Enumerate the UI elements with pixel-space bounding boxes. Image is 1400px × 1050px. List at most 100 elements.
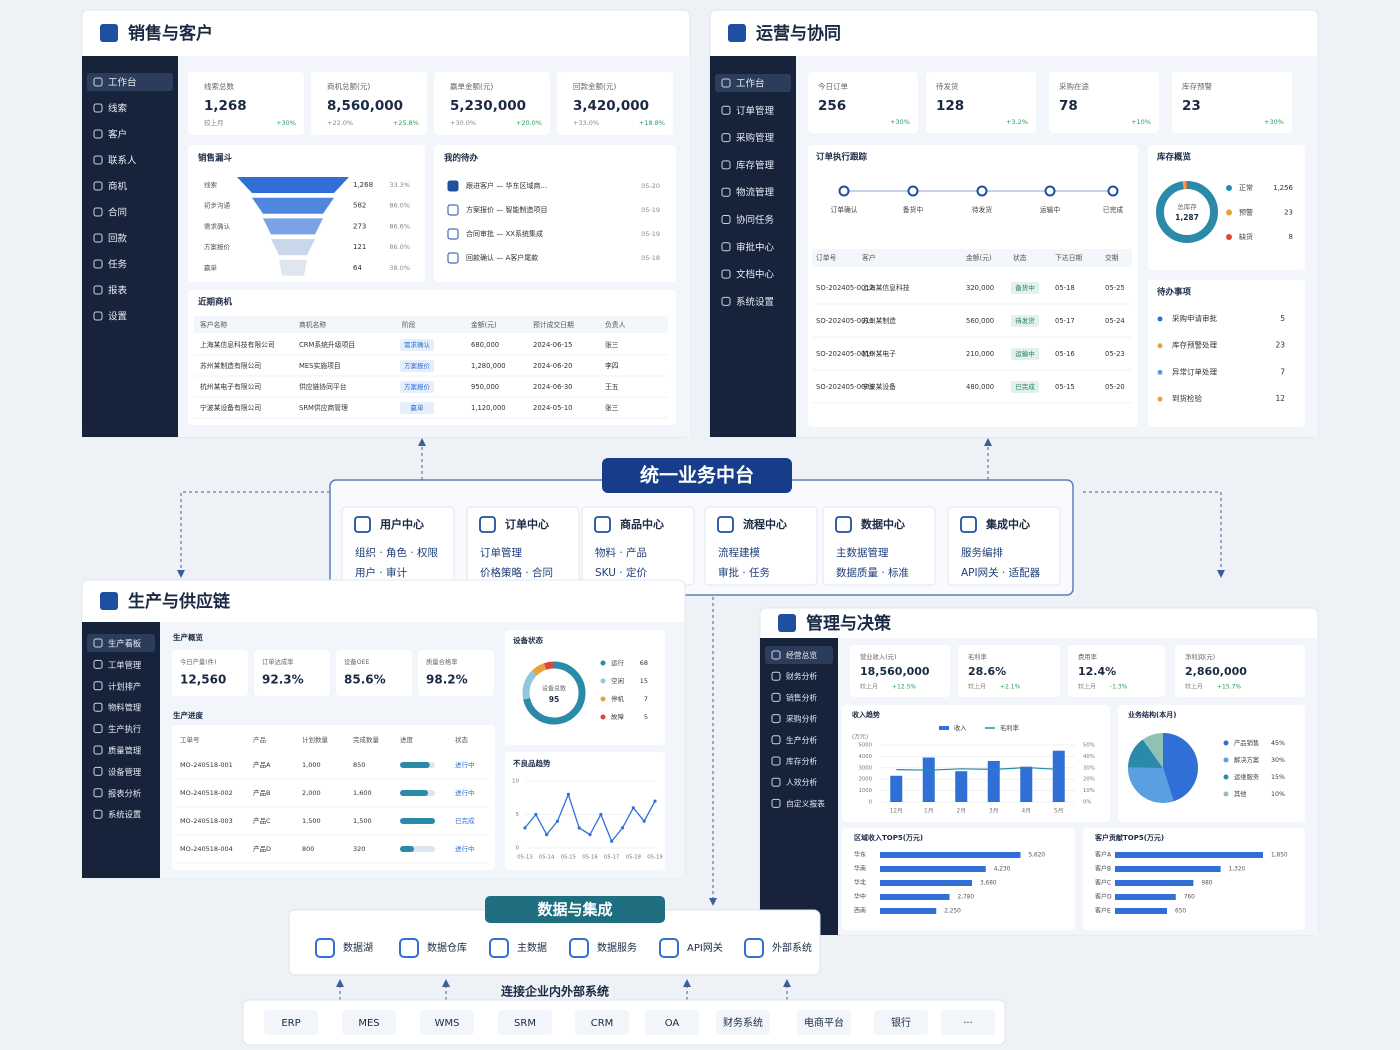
integration-icon (744, 938, 764, 958)
menu-item[interactable]: 库存分析 (786, 756, 817, 766)
menu-item[interactable]: 经营总览 (786, 650, 817, 660)
menu-item[interactable]: 客户 (108, 129, 127, 141)
system-name[interactable]: CRM (591, 1018, 614, 1029)
table-cell: 1,500 (302, 817, 321, 825)
table-header: 负责人 (605, 320, 626, 329)
legend-name: 缺货 (1239, 232, 1253, 241)
menu-item[interactable]: 设置 (108, 312, 127, 323)
module-feature: 数据质量 · 标准 (836, 566, 909, 579)
table-cell: 杭州某电子有限公司 (200, 382, 261, 391)
menu-item[interactable]: 系统设置 (736, 296, 774, 308)
status-text: 进行中 (455, 760, 475, 769)
menu-item[interactable]: 人效分析 (786, 777, 817, 787)
todo-text[interactable]: 合同审批 — XX系统集成 (466, 229, 543, 238)
legend-name: 毛利率 (1000, 723, 1019, 732)
system-pill[interactable] (645, 1010, 699, 1035)
todo-dot (1157, 343, 1163, 349)
x-tick-label: 05-15 (561, 855, 576, 861)
table-cell: 产品B (253, 788, 270, 797)
system-pill[interactable] (874, 1010, 928, 1035)
menu-item[interactable]: 自定义报表 (786, 798, 825, 808)
system-pill[interactable] (797, 1010, 851, 1035)
card (808, 145, 1138, 427)
menu-item[interactable]: 工作台 (736, 78, 765, 90)
system-name[interactable]: ERP (281, 1018, 300, 1029)
todo-text[interactable]: 异常订单处理 (1172, 366, 1217, 376)
kpi-card (1172, 72, 1292, 133)
menu-item[interactable]: 采购分析 (786, 714, 817, 724)
system-pill[interactable] (342, 1010, 396, 1035)
menu-item[interactable]: 报表 (108, 285, 128, 297)
menu-item[interactable]: 任务 (108, 259, 128, 271)
menu-item[interactable]: 联系人 (108, 156, 137, 167)
system-pill[interactable] (498, 1010, 552, 1035)
integration-icon (315, 938, 335, 958)
table-header: 商机名称 (299, 320, 326, 329)
kpi-card (1175, 645, 1305, 697)
menu-item[interactable]: 合同 (108, 207, 127, 219)
menu-item[interactable]: 库存管理 (736, 159, 775, 171)
menu-item[interactable]: 生产看板 (108, 639, 142, 649)
system-name[interactable]: 财务系统 (723, 1016, 763, 1029)
kpi-value: 1,268 (204, 98, 247, 114)
menu-item[interactable]: 协同任务 (736, 214, 775, 226)
system-pill[interactable] (575, 1010, 629, 1035)
menu-item[interactable]: 审批中心 (736, 241, 775, 253)
menu-item[interactable]: 物料管理 (108, 703, 142, 713)
table-cell: 05-25 (1105, 284, 1125, 292)
system-name[interactable]: ··· (963, 1018, 973, 1029)
card-title: 不良品趋势 (513, 758, 551, 768)
kpi-value: 128 (936, 98, 964, 114)
legend-value: 23 (1284, 209, 1293, 217)
menu-item[interactable]: 物流管理 (736, 187, 775, 199)
system-pill[interactable] (264, 1010, 318, 1035)
menu-item[interactable]: 报表分析 (108, 788, 141, 798)
menu-item[interactable]: 生产分析 (786, 735, 817, 745)
menu-active (715, 74, 791, 92)
todo-text[interactable]: 库存预警处理 (1172, 340, 1217, 350)
system-pill[interactable] (941, 1010, 995, 1035)
menu-item[interactable]: 回款 (108, 233, 128, 245)
kpi-label: 质量合格率 (426, 657, 457, 666)
system-name[interactable]: OA (665, 1018, 680, 1029)
todo-dot (1157, 396, 1163, 402)
todo-text[interactable]: 方案报价 — 智能制造项目 (466, 205, 547, 214)
kpi-value: 78 (1059, 98, 1078, 114)
menu-item[interactable]: 计划排产 (108, 681, 141, 691)
progress-bar (400, 790, 428, 796)
system-name[interactable]: 银行 (891, 1016, 911, 1029)
todo-text[interactable]: 到货检验 (1172, 393, 1202, 403)
menu-item[interactable]: 订单管理 (736, 105, 775, 117)
table-cell: 2024-05-10 (533, 404, 573, 412)
todo-icon (447, 204, 459, 216)
menu-item[interactable]: 线索 (108, 103, 127, 115)
kpi-value: 98.2% (426, 673, 468, 687)
todo-text[interactable]: 回款确认 — A客户尾款 (466, 253, 538, 262)
menu-item[interactable]: 生产执行 (108, 724, 141, 734)
ring-segment (1128, 733, 1198, 803)
todo-text[interactable]: 采购申请审批 (1172, 313, 1217, 323)
menu-item[interactable]: 工作台 (108, 77, 137, 89)
system-name[interactable]: 电商平台 (804, 1016, 844, 1029)
system-pill[interactable] (716, 1010, 770, 1035)
menu-item[interactable]: 系统设置 (108, 810, 141, 820)
system-name[interactable]: MES (358, 1018, 379, 1029)
menu-item[interactable]: 销售分析 (786, 692, 817, 702)
kpi-delta: +15.7% (1217, 684, 1241, 691)
menu-item[interactable]: 采购管理 (736, 132, 775, 144)
menu-item[interactable]: 工单管理 (108, 660, 142, 670)
table-cell: SRM供应商管理 (299, 403, 348, 412)
kpi-card (418, 650, 494, 696)
system-name[interactable]: WMS (435, 1018, 460, 1029)
system-pill[interactable] (420, 1010, 474, 1035)
todo-text[interactable]: 跟进客户 — 华东区域商... (466, 181, 547, 190)
menu-item[interactable]: 商机 (108, 181, 128, 193)
system-name[interactable]: SRM (514, 1018, 536, 1029)
arrow (1083, 491, 1225, 578)
legend-dot (600, 678, 606, 684)
menu-item[interactable]: 文档中心 (736, 269, 775, 281)
bar-value: 760 (1184, 895, 1195, 901)
menu-item[interactable]: 设备管理 (108, 767, 142, 777)
menu-item[interactable]: 质量管理 (108, 746, 142, 756)
menu-item[interactable]: 财务分析 (786, 671, 817, 681)
